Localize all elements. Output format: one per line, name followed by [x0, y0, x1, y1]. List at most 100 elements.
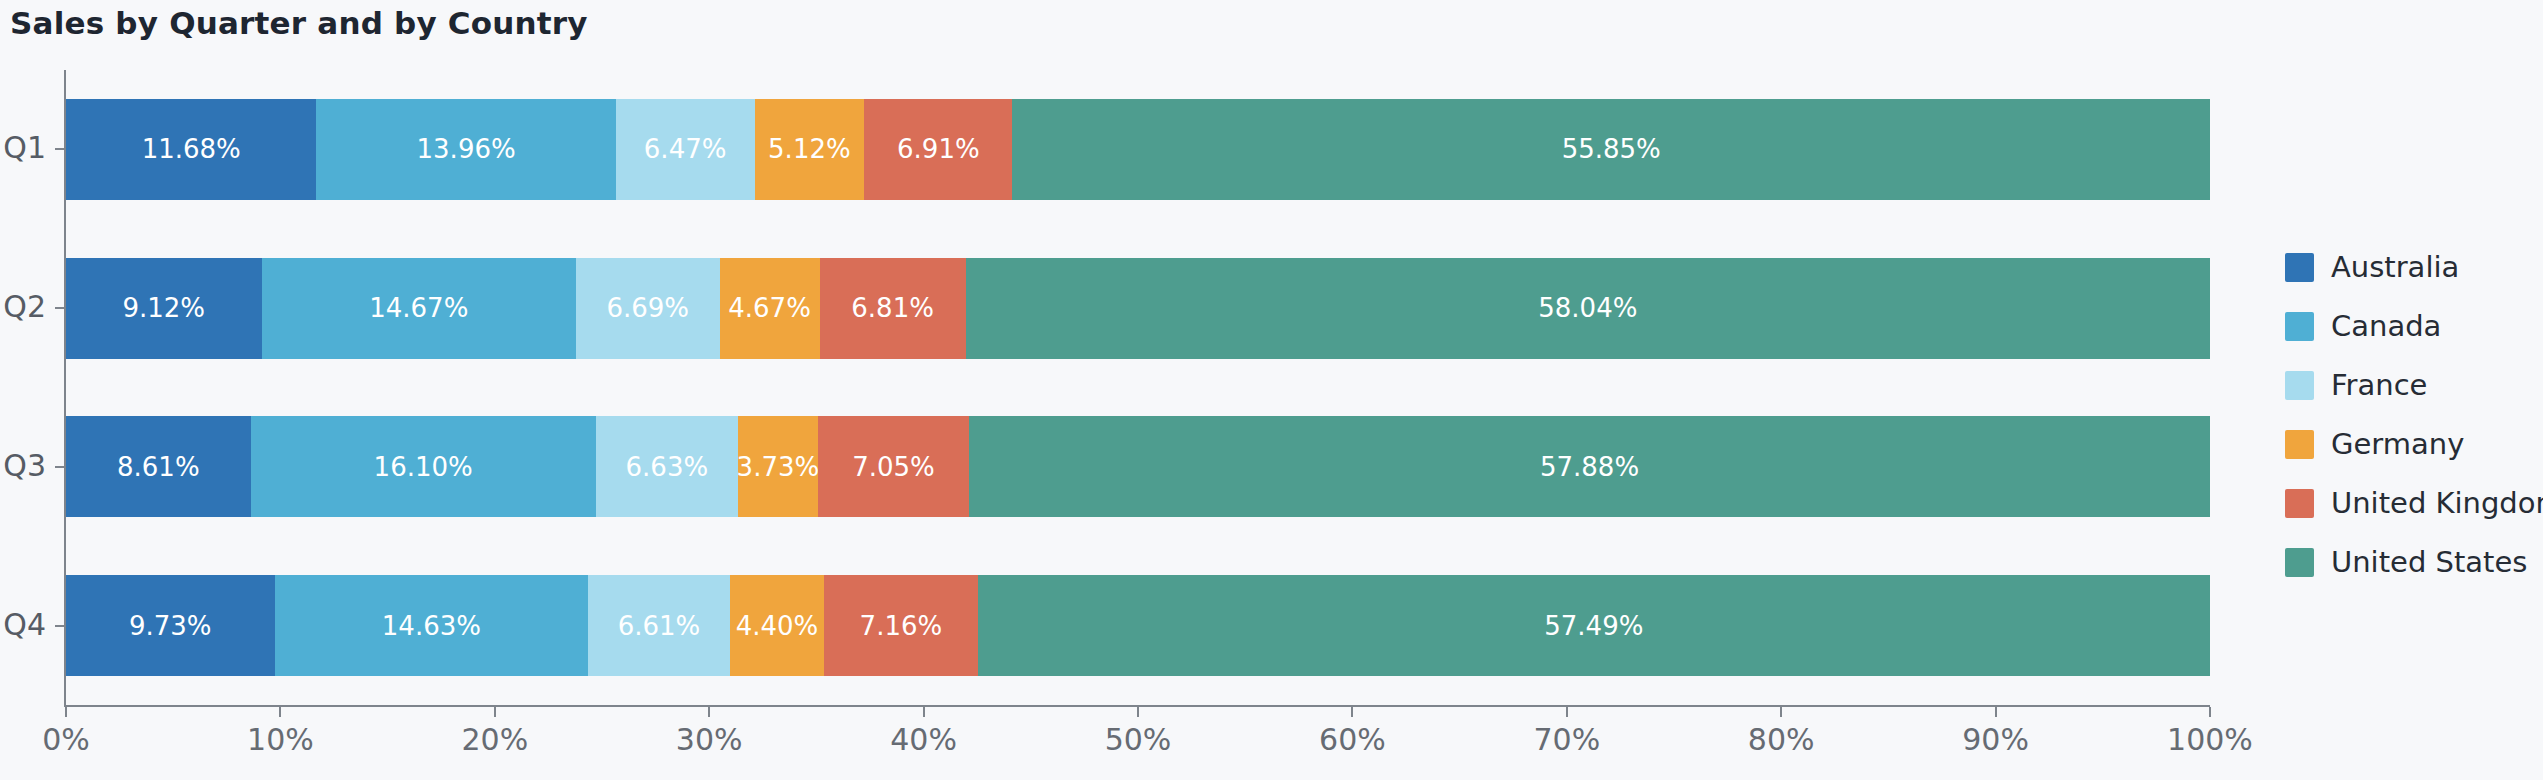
bar-segment-value: 5.12%	[768, 134, 851, 164]
x-axis-tick	[708, 707, 710, 717]
bar-segment-france[interactable]: 6.63%	[596, 416, 738, 517]
bar-row-q4: Q49.73%14.63%6.61%4.40%7.16%57.49%	[66, 575, 2210, 676]
bar-segment-value: 16.10%	[374, 452, 473, 482]
legend-swatch	[2285, 371, 2314, 400]
x-axis-label-90pct: 90%	[1962, 722, 2029, 757]
bar-segment-value: 6.81%	[851, 293, 934, 323]
legend-item-canada[interactable]: Canada	[2285, 311, 2543, 341]
bar-segment-australia[interactable]: 8.61%	[66, 416, 251, 517]
bar-segment-value: 6.61%	[618, 611, 701, 641]
x-axis-tick	[1351, 707, 1353, 717]
legend-swatch	[2285, 548, 2314, 577]
x-axis-label-80pct: 80%	[1748, 722, 1815, 757]
x-axis-label-20pct: 20%	[461, 722, 528, 757]
legend-item-germany[interactable]: Germany	[2285, 429, 2543, 459]
bar-segment-united-states[interactable]: 55.85%	[1012, 99, 2210, 200]
bar-segment-value: 9.12%	[122, 293, 205, 323]
bar-segment-united-states[interactable]: 58.04%	[966, 258, 2210, 359]
x-axis-label-0pct: 0%	[42, 722, 90, 757]
bar-segment-canada[interactable]: 16.10%	[251, 416, 596, 517]
bar-segment-germany[interactable]: 5.12%	[755, 99, 865, 200]
bar-segment-value: 7.16%	[860, 611, 943, 641]
bar-segment-value: 57.88%	[1540, 452, 1639, 482]
bar-segment-australia[interactable]: 9.73%	[66, 575, 275, 676]
y-axis-tick	[55, 466, 64, 468]
bar-segment-value: 58.04%	[1538, 293, 1637, 323]
bar-segment-germany[interactable]: 4.67%	[720, 258, 820, 359]
bar-segment-value: 4.40%	[736, 611, 819, 641]
bar-segment-united-kingdom[interactable]: 6.91%	[864, 99, 1012, 200]
bar-segment-germany[interactable]: 3.73%	[738, 416, 818, 517]
bar-stack: 11.68% 13.96% 6.47% 5.12% 6.91% 55.85%	[66, 99, 2210, 200]
bar-stack: 9.12% 14.67% 6.69% 4.67% 6.81% 58.04%	[66, 258, 2210, 359]
x-axis-label-50pct: 50%	[1105, 722, 1172, 757]
bar-segment-value: 6.47%	[644, 134, 727, 164]
legend-item-united-kingdom[interactable]: United Kingdom	[2285, 488, 2543, 518]
x-axis-tick	[1780, 707, 1782, 717]
legend-label: United Kingdom	[2331, 486, 2543, 520]
legend-item-australia[interactable]: Australia	[2285, 252, 2543, 282]
bar-segment-value: 9.73%	[129, 611, 212, 641]
x-axis-label-10pct: 10%	[247, 722, 314, 757]
bar-segment-united-states[interactable]: 57.88%	[969, 416, 2210, 517]
legend-label: United States	[2331, 545, 2527, 579]
x-axis-label-70pct: 70%	[1533, 722, 1600, 757]
x-axis-label-30pct: 30%	[676, 722, 743, 757]
bar-segment-australia[interactable]: 11.68%	[66, 99, 316, 200]
y-axis-tick	[55, 148, 64, 150]
legend-label: Canada	[2331, 309, 2441, 343]
bar-segment-france[interactable]: 6.69%	[576, 258, 719, 359]
bar-segment-value: 11.68%	[142, 134, 241, 164]
x-axis-label-100pct: 100%	[2167, 722, 2253, 757]
legend-swatch	[2285, 430, 2314, 459]
x-axis-tick	[1995, 707, 1997, 717]
y-axis-label-q2: Q2	[0, 289, 46, 324]
bar-row-q3: Q38.61%16.10%6.63%3.73%7.05%57.88%	[66, 416, 2210, 517]
bar-segment-united-kingdom[interactable]: 6.81%	[820, 258, 966, 359]
bar-segment-value: 6.69%	[606, 293, 689, 323]
bar-segment-canada[interactable]: 13.96%	[316, 99, 615, 200]
chart-title: Sales by Quarter and by Country	[10, 5, 588, 41]
legend-label: Germany	[2331, 427, 2464, 461]
legend-label: France	[2331, 368, 2427, 402]
x-axis-tick	[494, 707, 496, 717]
y-axis-tick	[55, 307, 64, 309]
x-axis-tick	[65, 707, 67, 717]
bar-segment-france[interactable]: 6.47%	[616, 99, 755, 200]
bar-segment-australia[interactable]: 9.12%	[66, 258, 262, 359]
legend-item-united-states[interactable]: United States	[2285, 547, 2543, 577]
x-axis-label-40pct: 40%	[890, 722, 957, 757]
x-axis-label-60pct: 60%	[1319, 722, 1386, 757]
bar-segment-value: 7.05%	[852, 452, 935, 482]
bar-segment-value: 14.67%	[369, 293, 468, 323]
bar-segment-canada[interactable]: 14.67%	[262, 258, 577, 359]
bar-segment-france[interactable]: 6.61%	[588, 575, 730, 676]
bar-segment-value: 4.67%	[728, 293, 811, 323]
bar-segment-united-states[interactable]: 57.49%	[978, 575, 2210, 676]
bar-segment-value: 55.85%	[1562, 134, 1661, 164]
legend-label: Australia	[2331, 250, 2459, 284]
x-axis-tick	[1137, 707, 1139, 717]
bar-segment-value: 13.96%	[417, 134, 516, 164]
bar-segment-canada[interactable]: 14.63%	[275, 575, 589, 676]
bar-segment-united-kingdom[interactable]: 7.16%	[824, 575, 977, 676]
bar-segment-value: 6.63%	[626, 452, 709, 482]
x-axis-tick	[923, 707, 925, 717]
legend: Australia Canada France Germany United Kingd…	[2285, 252, 2543, 606]
legend-swatch	[2285, 489, 2314, 518]
x-axis-tick	[2209, 707, 2211, 717]
bar-segment-value: 3.73%	[737, 452, 820, 482]
bar-segment-value: 14.63%	[382, 611, 481, 641]
legend-swatch	[2285, 312, 2314, 341]
y-axis-label-q4: Q4	[0, 607, 46, 642]
bar-row-q2: Q29.12%14.67%6.69%4.67%6.81%58.04%	[66, 258, 2210, 359]
bar-stack: 8.61% 16.10% 6.63% 3.73% 7.05% 57.88%	[66, 416, 2210, 517]
bar-segment-united-kingdom[interactable]: 7.05%	[818, 416, 969, 517]
legend-item-france[interactable]: France	[2285, 370, 2543, 400]
plot-area: Q111.68%13.96%6.47%5.12%6.91%55.85%Q29.1…	[66, 70, 2210, 705]
bar-segment-value: 8.61%	[117, 452, 200, 482]
y-axis-label-q3: Q3	[0, 448, 46, 483]
bar-segment-germany[interactable]: 4.40%	[730, 575, 824, 676]
legend-swatch	[2285, 253, 2314, 282]
bar-segment-value: 57.49%	[1544, 611, 1643, 641]
